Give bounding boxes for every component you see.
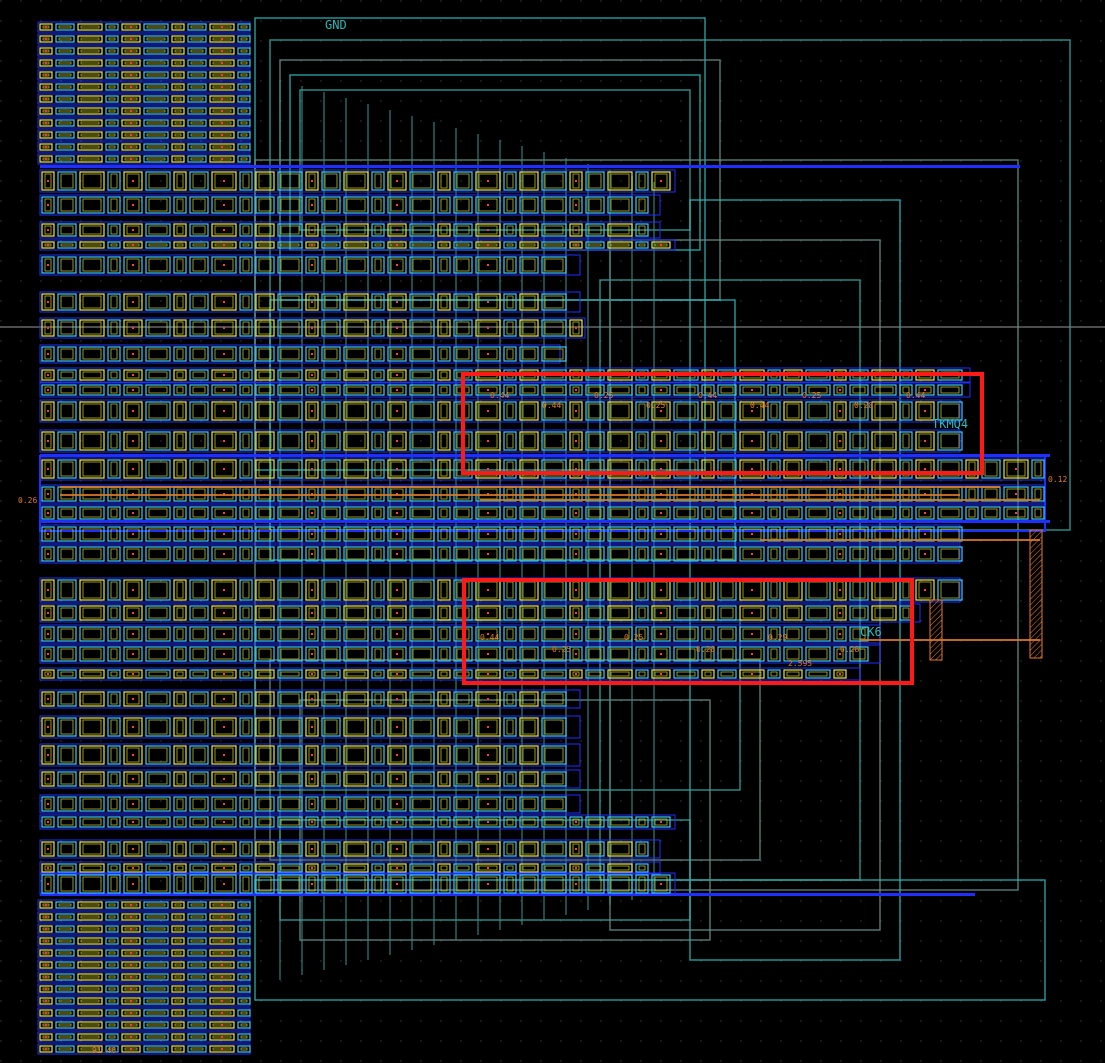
dimension-label: 0.28 [854,401,873,410]
q6-net-label: CK6 [860,625,882,639]
gnd-net-label: GND [325,18,347,32]
highlight-box-upper[interactable] [461,372,984,475]
cell-row [39,577,963,603]
cell-row [39,743,581,767]
dimension-label: 0.44 [480,633,499,642]
cell-row [37,959,251,971]
cell-row [39,715,581,739]
orange-hatched-strip [929,599,943,661]
dimension-right: 0.12 [1048,475,1067,484]
cell-row [39,524,963,544]
cell-row [39,367,971,383]
cell-row [39,239,676,251]
dimension-lower-box: 2.595 [788,659,812,668]
dimension-label: 0.29 [768,633,787,642]
cell-row [39,794,581,814]
cell-row [37,1043,251,1055]
dimension-bottom-left: 91.46 [92,1046,116,1055]
cell-row [37,93,251,105]
cell-row [37,983,251,995]
cell-row [37,81,251,93]
orange-routing [60,486,1043,661]
q4-net-label: TKMQ4 [932,417,968,431]
lower-box-dimensions: 0.44 0.25 0.25 0.28 0.29 0.28 [480,633,859,654]
cell-row [39,291,581,313]
metal-rail [40,165,1020,168]
cell-row [37,935,251,947]
dimension-label: 0.28 [840,645,859,654]
dimension-label: 0.25 [802,391,821,400]
cell-row [39,872,676,896]
dimension-label: 0.44 [906,391,925,400]
cell-row [37,57,251,69]
cell-row [37,1031,251,1043]
cell-row [37,1019,251,1031]
cell-row [37,45,251,57]
dimension-label: 0.44 [750,401,769,410]
cell-row [37,105,251,117]
dimension-label: 0.25 [594,391,613,400]
cell-row [39,769,581,789]
dimension-left: 0.26 [18,496,37,505]
cell-row [39,254,581,276]
cell-row [39,544,963,564]
wire-loop [269,659,761,861]
cell-row [39,399,963,423]
dimension-label: 0.25 [646,401,665,410]
cell-row [39,317,586,339]
dimension-label: 0.44 [698,391,717,400]
cell-row [39,344,567,364]
cell-row [39,603,921,623]
cell-row [39,194,661,216]
cell-row [37,1007,251,1019]
cell-row [37,971,251,983]
cell-row [39,457,1046,481]
cell-row [39,169,676,193]
dimension-label: 0.25 [624,633,643,642]
dimension-label: 0.44 [490,391,509,400]
cell-row [37,899,251,911]
cell-row [37,923,251,935]
cell-row [39,814,676,830]
cell-row [37,69,251,81]
cell-row [37,129,251,141]
dimension-label: 0.44 [542,401,561,410]
highlight-box-lower[interactable] [462,578,914,685]
cell-row [37,117,251,129]
cell-row [37,153,251,165]
cell-row [39,839,661,859]
cell-row [39,382,971,398]
cell-row [37,21,251,33]
cell-row [37,911,251,923]
orange-hatched-strip [1029,529,1043,659]
cell-row [39,221,661,239]
cell-rows [37,21,1046,1055]
wire-loop [299,699,711,941]
cell-row [39,667,861,681]
cell-row [39,689,581,709]
dimension-label: 0.25 [552,645,571,654]
cell-row [39,504,1046,522]
cell-row [37,947,251,959]
cell-row [37,995,251,1007]
upper-box-dimensions: 0.44 0.44 0.25 0.25 0.44 0.44 0.25 0.28 0.44 [490,391,925,410]
dimension-label: 0.28 [696,645,715,654]
cell-row [39,429,963,453]
cell-row [39,861,661,875]
cell-row [37,141,251,153]
cell-row [37,33,251,45]
